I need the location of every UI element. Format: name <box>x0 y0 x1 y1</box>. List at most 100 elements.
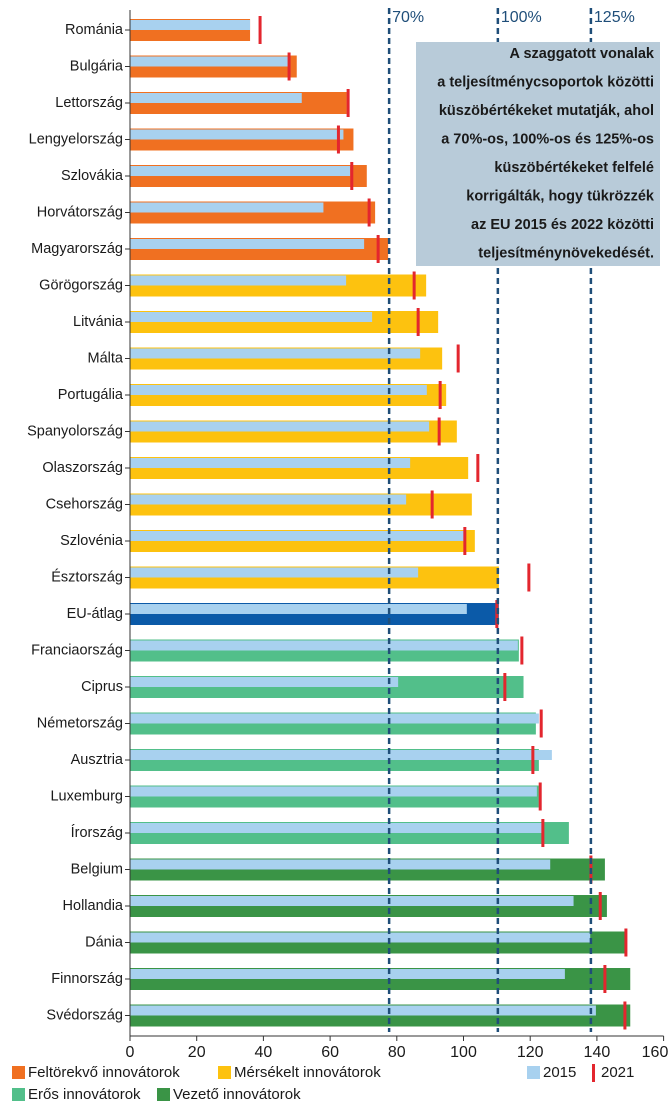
bar-2015 <box>130 896 574 906</box>
category-label: Ciprus <box>81 679 123 695</box>
bar-2015 <box>130 312 373 322</box>
annotation-line: az EU 2015 és 2022 közötti <box>471 217 654 233</box>
x-tick-label: 140 <box>584 1044 611 1061</box>
annotation-line: küszöbértékeket mutatják, ahol <box>439 103 654 119</box>
x-tick-label: 20 <box>188 1044 206 1061</box>
marker-2021 <box>438 381 442 409</box>
bar-2015 <box>130 567 419 578</box>
marker-2021 <box>437 417 441 446</box>
category-label: Franciaország <box>31 642 123 658</box>
legend-swatch <box>218 1066 231 1079</box>
x-tick-label: 120 <box>517 1044 544 1061</box>
bar-2015 <box>130 823 543 833</box>
category-label: Észtország <box>51 568 123 585</box>
x-tick-label: 40 <box>255 1044 273 1061</box>
threshold-label: 125% <box>594 9 635 26</box>
annotation-line: a 70%-os, 100%-os és 125%-os <box>441 131 654 147</box>
legend-swatch <box>157 1088 170 1101</box>
category-label: Írország <box>71 824 123 841</box>
marker-2021 <box>416 308 420 336</box>
marker-2021 <box>367 198 371 227</box>
annotation-line: teljesítménynövekedését. <box>478 245 654 261</box>
category-label: Magyarország <box>31 241 123 257</box>
x-tick-label: 100 <box>450 1044 477 1061</box>
legend-label: Feltörekvő innovátorok <box>28 1064 180 1081</box>
category-label: Málta <box>88 350 124 366</box>
category-label: Litvánia <box>73 314 124 330</box>
bar-2015 <box>130 202 324 213</box>
bar-2015 <box>130 932 591 943</box>
marker-2021 <box>603 965 607 993</box>
bar-2015 <box>130 786 537 797</box>
marker-2021 <box>456 344 460 373</box>
threshold-label: 100% <box>501 9 542 26</box>
bar-2015 <box>130 20 251 30</box>
category-label: Csehország <box>46 496 123 512</box>
marker-2021 <box>503 673 507 701</box>
bar-2015 <box>130 677 399 687</box>
bar-2015 <box>130 640 518 651</box>
bar-2015 <box>130 494 407 505</box>
annotation-line: a teljesítménycsoportok közötti <box>437 74 654 90</box>
x-tick-label: 60 <box>321 1044 339 1061</box>
category-label: Portugália <box>58 387 124 403</box>
x-tick-label: 80 <box>388 1044 406 1061</box>
bar-2015 <box>130 859 551 870</box>
marker-2021 <box>541 819 545 847</box>
legend-swatch <box>12 1088 25 1101</box>
annotation-box <box>416 42 660 266</box>
legend-label: Mérsékelt innovátorok <box>234 1064 381 1081</box>
bar-2015 <box>130 713 539 724</box>
marker-2021 <box>598 892 602 920</box>
category-label: Ausztria <box>71 752 124 768</box>
category-label: Dánia <box>85 934 124 950</box>
category-label: Svédország <box>46 1007 123 1023</box>
marker-2021 <box>476 454 480 482</box>
marker-2021 <box>539 709 543 738</box>
marker-2021 <box>376 235 380 263</box>
bar-2015 <box>130 385 427 395</box>
marker-2021 <box>531 746 535 774</box>
marker-2021 <box>538 782 542 811</box>
category-label: Spanyolország <box>27 423 123 439</box>
annotation-line: A szaggatott vonalak <box>510 46 655 62</box>
marker-2021 <box>430 490 434 519</box>
marker-2021 <box>463 527 467 555</box>
bar-2015 <box>130 604 467 614</box>
bar-2015 <box>130 1005 596 1016</box>
marker-2021 <box>623 1001 627 1030</box>
category-label: Lengyelország <box>29 131 123 147</box>
marker-2021 <box>412 271 416 300</box>
bar-2015 <box>130 531 465 541</box>
threshold-label: 70% <box>392 9 424 26</box>
category-label: Luxemburg <box>50 788 123 804</box>
marker-2021 <box>527 563 531 592</box>
annotation-line: korrigálták, hogy tükrözzék <box>466 188 655 204</box>
legend-label: 2015 <box>543 1064 576 1081</box>
bar-2015 <box>130 421 430 432</box>
marker-2021 <box>350 162 354 190</box>
marker-2021 <box>346 89 350 117</box>
x-tick-label: 160 <box>642 1044 669 1061</box>
bar-2015 <box>130 93 302 103</box>
category-label: Hollandia <box>63 898 124 914</box>
bar-2015 <box>130 166 351 176</box>
legend-label: 2021 <box>601 1064 634 1081</box>
legend-label: Erős innovátorok <box>28 1086 141 1103</box>
category-label: Bulgária <box>70 58 124 74</box>
category-label: Horvátország <box>37 204 123 220</box>
bar-2015 <box>130 458 411 468</box>
category-label: Lettország <box>55 95 123 111</box>
bar-2015 <box>130 275 347 286</box>
category-label: Belgium <box>71 861 123 877</box>
bar-2015 <box>130 129 344 140</box>
marker-2021 <box>624 928 628 957</box>
x-tick-label: 0 <box>126 1044 135 1061</box>
category-label: Finnország <box>51 971 123 987</box>
marker-2021 <box>520 636 524 665</box>
category-label: Olaszország <box>42 460 123 476</box>
bar-2015 <box>130 348 421 359</box>
bar-2015 <box>130 56 289 67</box>
bar-2015 <box>130 969 565 979</box>
